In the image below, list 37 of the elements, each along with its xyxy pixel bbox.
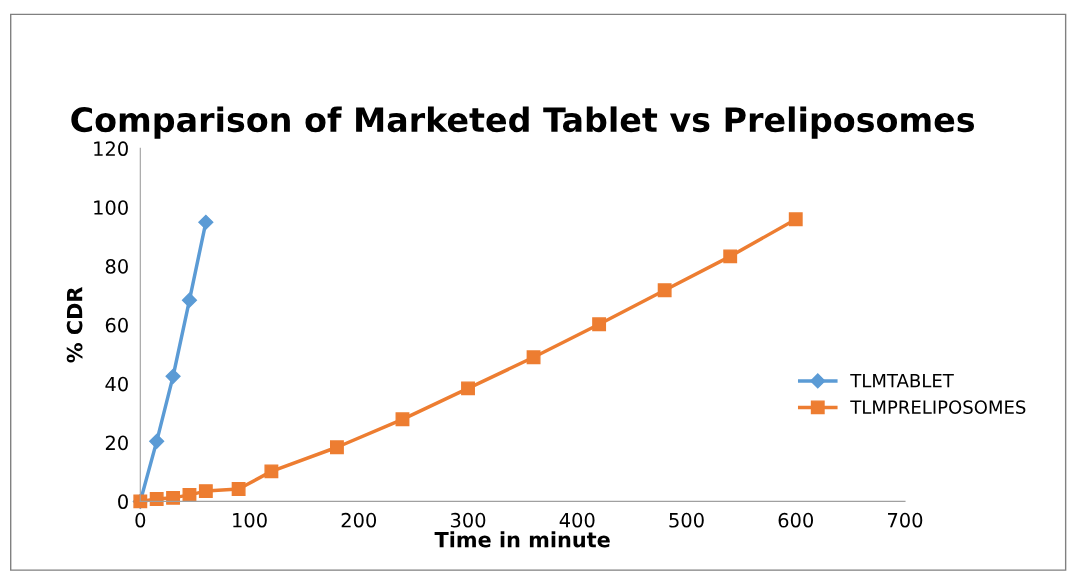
y-tick-label: 40 [105,376,128,392]
y-tick-label: 100 [94,200,128,215]
point [198,484,213,499]
point [231,482,246,496]
legend-label: TLMPRELIPOSOMES [850,400,1026,414]
y-tick-label: 80 [105,259,128,274]
y-tick-label: 120 [94,141,128,157]
point [181,292,198,308]
x-tick-label: 300 [450,512,486,528]
point [657,283,672,298]
point [149,492,164,506]
point [395,412,410,427]
point [329,440,344,455]
legend-label: TLMTABLET [850,374,954,388]
x-tick-label: 200 [341,512,377,528]
chart-title: Comparison of Marketed Tablet vs Preliposomes [71,106,975,139]
y-tick-label: 20 [105,435,128,451]
x-axis-title: Time in minute [434,531,610,548]
point [592,317,607,332]
point [198,214,214,230]
x-tick-label: 100 [233,512,267,528]
y-axis-title: % CDR [66,286,83,363]
x-tick-label: 500 [669,512,704,528]
x-tick-label: 400 [559,512,595,528]
point [149,433,165,449]
x-tick-label: 700 [888,512,923,528]
x-tick-label: 600 [778,512,814,528]
point [788,212,803,227]
y-tick-label: 0 [118,494,128,510]
point [166,490,181,505]
x-tick-label: 0 [135,512,146,528]
point [723,249,738,264]
point [461,381,475,396]
point [526,350,541,365]
point [165,368,181,384]
point [264,464,279,479]
y-tick-label: 60 [105,317,128,333]
